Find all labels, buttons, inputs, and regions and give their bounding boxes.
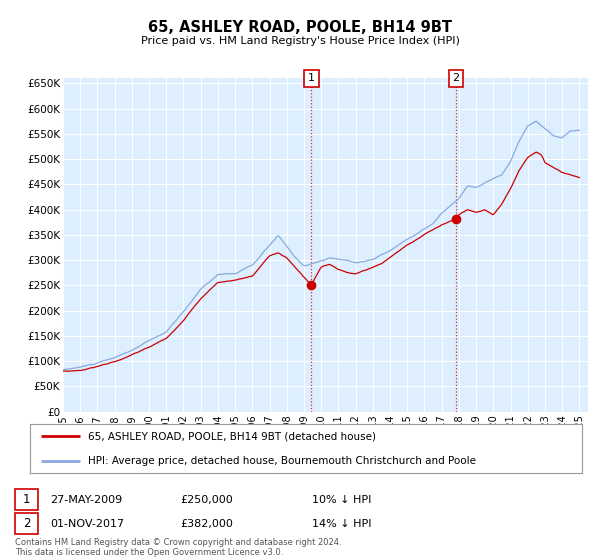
Text: 65, ASHLEY ROAD, POOLE, BH14 9BT: 65, ASHLEY ROAD, POOLE, BH14 9BT <box>148 20 452 35</box>
Text: 1: 1 <box>23 493 30 506</box>
Text: 10% ↓ HPI: 10% ↓ HPI <box>312 494 371 505</box>
Text: 14% ↓ HPI: 14% ↓ HPI <box>312 519 371 529</box>
Text: 2: 2 <box>23 517 30 530</box>
Text: 27-MAY-2009: 27-MAY-2009 <box>50 494 122 505</box>
Text: 1: 1 <box>308 73 315 83</box>
Text: £250,000: £250,000 <box>180 494 233 505</box>
Text: 65, ASHLEY ROAD, POOLE, BH14 9BT (detached house): 65, ASHLEY ROAD, POOLE, BH14 9BT (detach… <box>88 431 376 441</box>
Text: Contains HM Land Registry data © Crown copyright and database right 2024.
This d: Contains HM Land Registry data © Crown c… <box>15 538 341 557</box>
Text: £382,000: £382,000 <box>180 519 233 529</box>
Text: 01-NOV-2017: 01-NOV-2017 <box>50 519 124 529</box>
Text: HPI: Average price, detached house, Bournemouth Christchurch and Poole: HPI: Average price, detached house, Bour… <box>88 456 476 466</box>
Text: Price paid vs. HM Land Registry's House Price Index (HPI): Price paid vs. HM Land Registry's House … <box>140 36 460 46</box>
Text: 2: 2 <box>452 73 460 83</box>
